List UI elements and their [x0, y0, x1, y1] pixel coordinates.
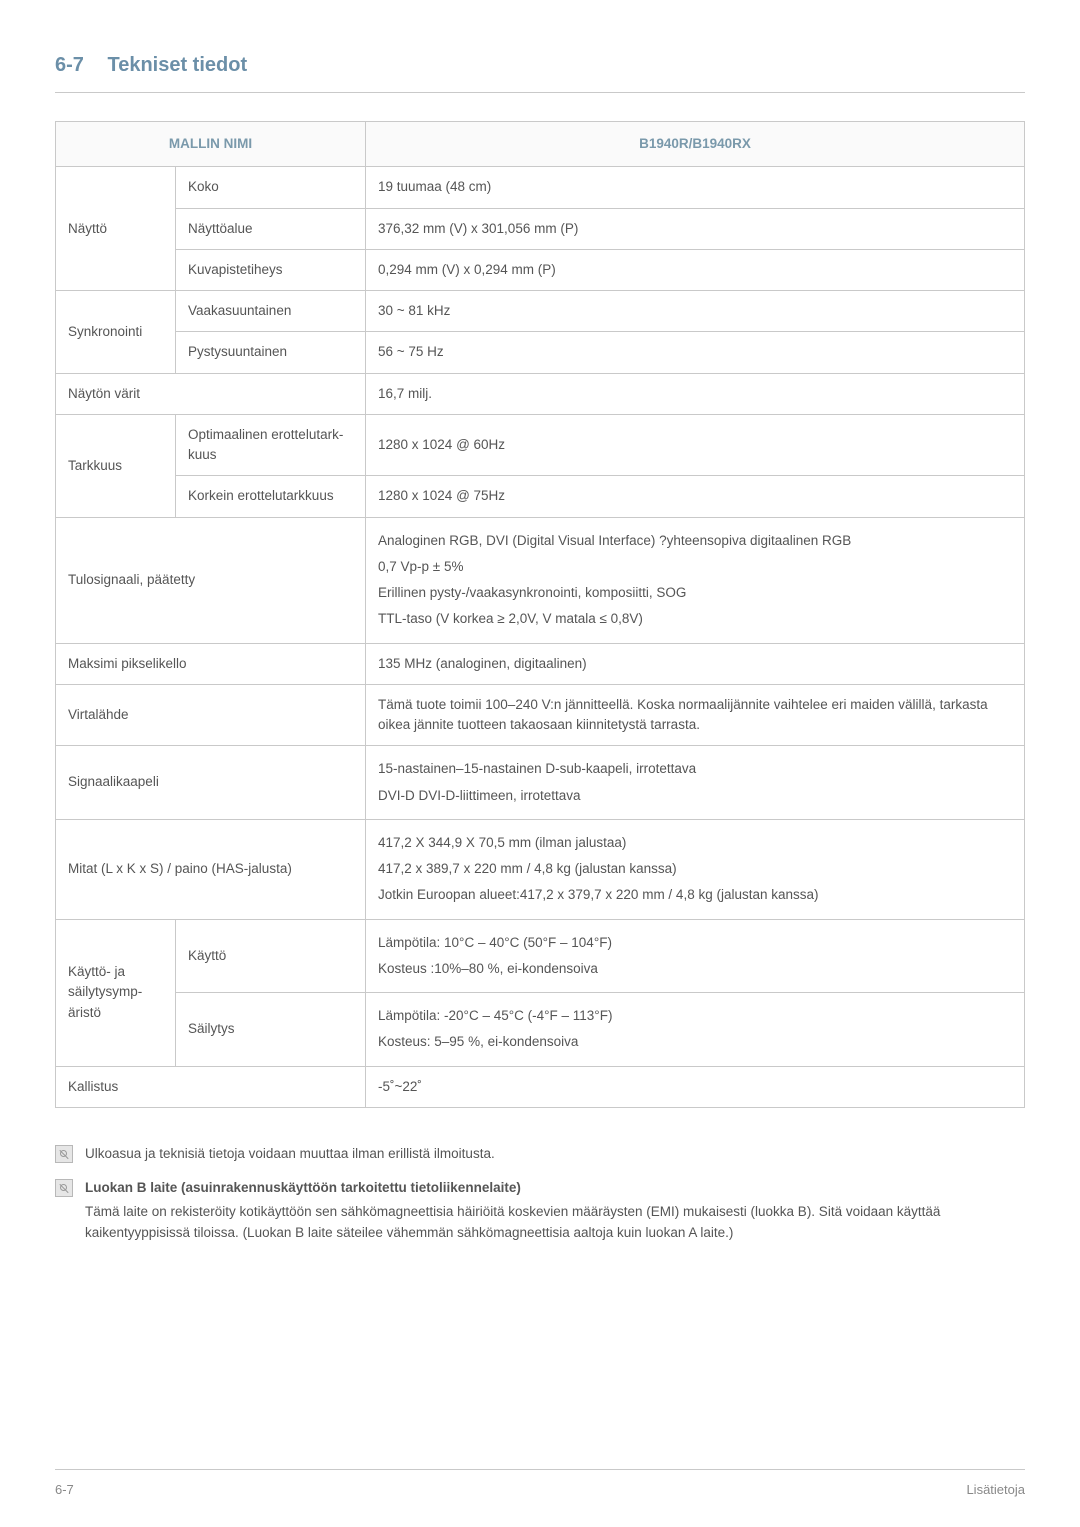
note-text: Tämä laite on rekisteröity kotikäyttöön …	[85, 1202, 1025, 1243]
row-sublabel: Korkein erottelutarkkuus	[176, 476, 366, 517]
value-line: Lämpötila: -20°C – 45°C (-4°F – 113°F)	[378, 1003, 1012, 1029]
value-line: 417,2 X 344,9 X 70,5 mm (ilman jalustaa)	[378, 830, 1012, 856]
row-sublabel: Pystysuuntainen	[176, 332, 366, 373]
row-label: Käyttö- ja säilytysymp-äristö	[56, 919, 176, 1066]
row-label: Virtalähde	[56, 684, 366, 746]
row-label: Synkronointi	[56, 291, 176, 374]
row-value: 16,7 milj.	[366, 373, 1025, 414]
note-row: Ulkoasua ja teknisiä tietoja voidaan muu…	[55, 1144, 1025, 1164]
value-line: TTL-taso (V korkea ≥ 2,0V, V matala ≤ 0,…	[378, 606, 1012, 632]
row-label: Mitat (L x K x S) / paino (HAS-jalusta)	[56, 819, 366, 919]
note-title: Luokan B laite (asuinrakennuskäyttöön ta…	[85, 1178, 1025, 1198]
row-value: 376,32 mm (V) x 301,056 mm (P)	[366, 208, 1025, 249]
row-label: Maksimi pikselikello	[56, 643, 366, 684]
row-sublabel: Vaakasuuntainen	[176, 291, 366, 332]
row-label: Näytön värit	[56, 373, 366, 414]
row-value: 0,294 mm (V) x 0,294 mm (P)	[366, 249, 1025, 290]
row-sublabel: Koko	[176, 167, 366, 208]
row-sublabel: Säilytys	[176, 993, 366, 1067]
row-value: Tämä tuote toimii 100–240 V:n jännitteel…	[366, 684, 1025, 746]
row-value: 135 MHz (analoginen, digitaalinen)	[366, 643, 1025, 684]
row-label: Tulosignaali, päätetty	[56, 517, 366, 643]
section-title: Tekniset tiedot	[107, 54, 247, 76]
row-sublabel: Käyttö	[176, 919, 366, 993]
note-row: Luokan B laite (asuinrakennuskäyttöön ta…	[55, 1178, 1025, 1243]
value-line: Erillinen pysty-/vaakasynkronointi, komp…	[378, 580, 1012, 606]
footer-left: 6-7	[55, 1480, 74, 1500]
note-icon	[55, 1145, 73, 1163]
row-value: 1280 x 1024 @ 75Hz	[366, 476, 1025, 517]
row-sublabel: Näyttöalue	[176, 208, 366, 249]
note-body: Ulkoasua ja teknisiä tietoja voidaan muu…	[85, 1144, 1025, 1164]
row-sublabel: Optimaalinen erottelutark-kuus	[176, 414, 366, 476]
row-label: Tarkkuus	[56, 414, 176, 517]
row-value: 19 tuumaa (48 cm)	[366, 167, 1025, 208]
row-value: Lämpötila: -20°C – 45°C (-4°F – 113°F) K…	[366, 993, 1025, 1067]
value-line: Kosteus: 5–95 %, ei-kondensoiva	[378, 1029, 1012, 1055]
row-value: Lämpötila: 10°C – 40°C (50°F – 104°F) Ko…	[366, 919, 1025, 993]
row-label: Kallistus	[56, 1066, 366, 1107]
footer-right: Lisätietoja	[966, 1480, 1025, 1500]
value-line: DVI-D DVI-D-liittimeen, irrotettava	[378, 783, 1012, 809]
note-text: Ulkoasua ja teknisiä tietoja voidaan muu…	[85, 1144, 1025, 1164]
row-sublabel: Kuvapistetiheys	[176, 249, 366, 290]
th-model-name: MALLIN NIMI	[56, 122, 366, 167]
row-value: Analoginen RGB, DVI (Digital Visual Inte…	[366, 517, 1025, 643]
value-line: Lämpötila: 10°C – 40°C (50°F – 104°F)	[378, 930, 1012, 956]
row-value: 56 ~ 75 Hz	[366, 332, 1025, 373]
value-line: Kosteus :10%–80 %, ei-kondensoiva	[378, 956, 1012, 982]
page-footer: 6-7 Lisätietoja	[55, 1469, 1025, 1500]
value-line: Analoginen RGB, DVI (Digital Visual Inte…	[378, 528, 1012, 554]
row-label: Signaalikaapeli	[56, 746, 366, 820]
spec-table: MALLIN NIMI B1940R/B1940RX Näyttö Koko 1…	[55, 121, 1025, 1108]
row-value: -5˚~22˚	[366, 1066, 1025, 1107]
value-line: Jotkin Euroopan alueet:417,2 x 379,7 x 2…	[378, 882, 1012, 908]
value-line: 0,7 Vp-p ± 5%	[378, 554, 1012, 580]
value-line: 417,2 x 389,7 x 220 mm / 4,8 kg (jalusta…	[378, 856, 1012, 882]
note-icon	[55, 1179, 73, 1197]
row-value: 1280 x 1024 @ 60Hz	[366, 414, 1025, 476]
row-value: 30 ~ 81 kHz	[366, 291, 1025, 332]
note-body: Luokan B laite (asuinrakennuskäyttöön ta…	[85, 1178, 1025, 1243]
value-line: 15-nastainen–15-nastainen D-sub-kaapeli,…	[378, 756, 1012, 782]
row-value: 417,2 X 344,9 X 70,5 mm (ilman jalustaa)…	[366, 819, 1025, 919]
section-number: 6-7	[55, 54, 84, 76]
row-label: Näyttö	[56, 167, 176, 291]
section-header: 6-7 Tekniset tiedot	[55, 50, 1025, 93]
th-model-value: B1940R/B1940RX	[366, 122, 1025, 167]
row-value: 15-nastainen–15-nastainen D-sub-kaapeli,…	[366, 746, 1025, 820]
